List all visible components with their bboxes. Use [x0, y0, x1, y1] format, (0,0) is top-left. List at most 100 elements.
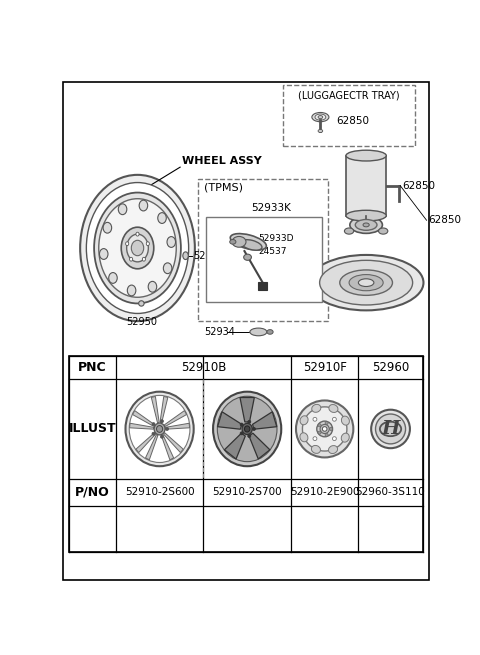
Polygon shape: [164, 433, 183, 453]
Text: 52950: 52950: [126, 317, 157, 328]
Ellipse shape: [152, 422, 155, 426]
Ellipse shape: [230, 234, 266, 250]
Ellipse shape: [158, 213, 166, 223]
Ellipse shape: [333, 417, 336, 421]
Ellipse shape: [323, 426, 327, 431]
Ellipse shape: [346, 210, 386, 221]
Ellipse shape: [127, 234, 148, 262]
Text: ILLUST: ILLUST: [69, 422, 116, 436]
Ellipse shape: [252, 428, 255, 430]
Polygon shape: [136, 433, 156, 453]
Ellipse shape: [328, 445, 337, 453]
Ellipse shape: [379, 228, 388, 234]
Ellipse shape: [136, 233, 139, 236]
Ellipse shape: [325, 434, 328, 436]
Ellipse shape: [241, 240, 262, 250]
Text: (TPMS): (TPMS): [204, 183, 243, 193]
Ellipse shape: [99, 249, 108, 259]
Ellipse shape: [302, 407, 347, 451]
Ellipse shape: [127, 285, 136, 296]
Polygon shape: [160, 396, 168, 422]
Text: 52960: 52960: [372, 361, 409, 374]
Ellipse shape: [166, 428, 168, 430]
Text: 52910-2S600: 52910-2S600: [125, 487, 194, 498]
Text: 62850: 62850: [428, 215, 461, 225]
Ellipse shape: [126, 242, 129, 246]
Ellipse shape: [355, 219, 377, 231]
Text: PNC: PNC: [78, 361, 107, 374]
Polygon shape: [240, 398, 254, 422]
FancyBboxPatch shape: [198, 179, 328, 321]
Ellipse shape: [118, 204, 127, 215]
Ellipse shape: [320, 260, 413, 305]
FancyBboxPatch shape: [258, 282, 267, 290]
Ellipse shape: [318, 115, 323, 119]
Ellipse shape: [80, 175, 195, 321]
Text: 52910F: 52910F: [303, 361, 347, 374]
Ellipse shape: [318, 431, 321, 434]
Ellipse shape: [154, 423, 165, 435]
Text: P/NO: P/NO: [75, 486, 110, 499]
Ellipse shape: [160, 435, 164, 438]
Text: 52933D: 52933D: [258, 234, 294, 243]
Polygon shape: [165, 411, 187, 426]
Ellipse shape: [242, 423, 252, 434]
Ellipse shape: [333, 437, 336, 441]
Ellipse shape: [318, 424, 321, 427]
Ellipse shape: [244, 426, 250, 432]
Ellipse shape: [313, 437, 317, 441]
Ellipse shape: [132, 240, 144, 255]
FancyBboxPatch shape: [283, 84, 415, 146]
Ellipse shape: [329, 405, 338, 413]
Ellipse shape: [94, 193, 181, 303]
Ellipse shape: [244, 254, 252, 260]
Polygon shape: [225, 433, 245, 459]
Ellipse shape: [103, 222, 112, 233]
Ellipse shape: [240, 432, 243, 435]
Ellipse shape: [152, 432, 155, 436]
Ellipse shape: [160, 420, 164, 422]
Text: 52910-2S700: 52910-2S700: [212, 487, 282, 498]
FancyBboxPatch shape: [63, 82, 429, 580]
Ellipse shape: [130, 257, 132, 261]
Ellipse shape: [213, 392, 281, 466]
Text: 52910-2E900: 52910-2E900: [290, 487, 360, 498]
Ellipse shape: [99, 198, 176, 297]
Ellipse shape: [139, 301, 144, 306]
Ellipse shape: [312, 113, 329, 122]
Ellipse shape: [313, 417, 317, 421]
Text: 52933K: 52933K: [251, 203, 291, 213]
Ellipse shape: [230, 240, 236, 244]
Text: 52934: 52934: [204, 327, 235, 337]
Polygon shape: [252, 412, 277, 429]
Ellipse shape: [320, 424, 329, 434]
Ellipse shape: [248, 421, 251, 423]
Ellipse shape: [315, 114, 326, 120]
Ellipse shape: [309, 255, 423, 310]
Ellipse shape: [325, 421, 328, 424]
Ellipse shape: [359, 279, 374, 286]
Polygon shape: [151, 396, 159, 422]
Ellipse shape: [240, 423, 243, 426]
Text: 52910B: 52910B: [180, 361, 226, 374]
Polygon shape: [132, 411, 155, 426]
Text: 62850: 62850: [402, 181, 435, 191]
Ellipse shape: [318, 130, 323, 132]
Ellipse shape: [86, 183, 189, 314]
Text: WHEEL ASSY: WHEEL ASSY: [181, 156, 262, 166]
Ellipse shape: [312, 445, 321, 453]
Ellipse shape: [341, 416, 349, 425]
Ellipse shape: [143, 257, 145, 261]
Ellipse shape: [248, 434, 251, 438]
Ellipse shape: [312, 404, 321, 412]
Text: 52933: 52933: [193, 251, 224, 261]
Ellipse shape: [375, 414, 406, 444]
Ellipse shape: [217, 396, 277, 462]
Text: H: H: [381, 420, 400, 438]
Ellipse shape: [250, 328, 267, 336]
Ellipse shape: [129, 396, 190, 462]
Text: 52960-3S110: 52960-3S110: [356, 487, 425, 498]
Ellipse shape: [296, 400, 353, 457]
Polygon shape: [130, 423, 154, 429]
Ellipse shape: [163, 263, 172, 274]
